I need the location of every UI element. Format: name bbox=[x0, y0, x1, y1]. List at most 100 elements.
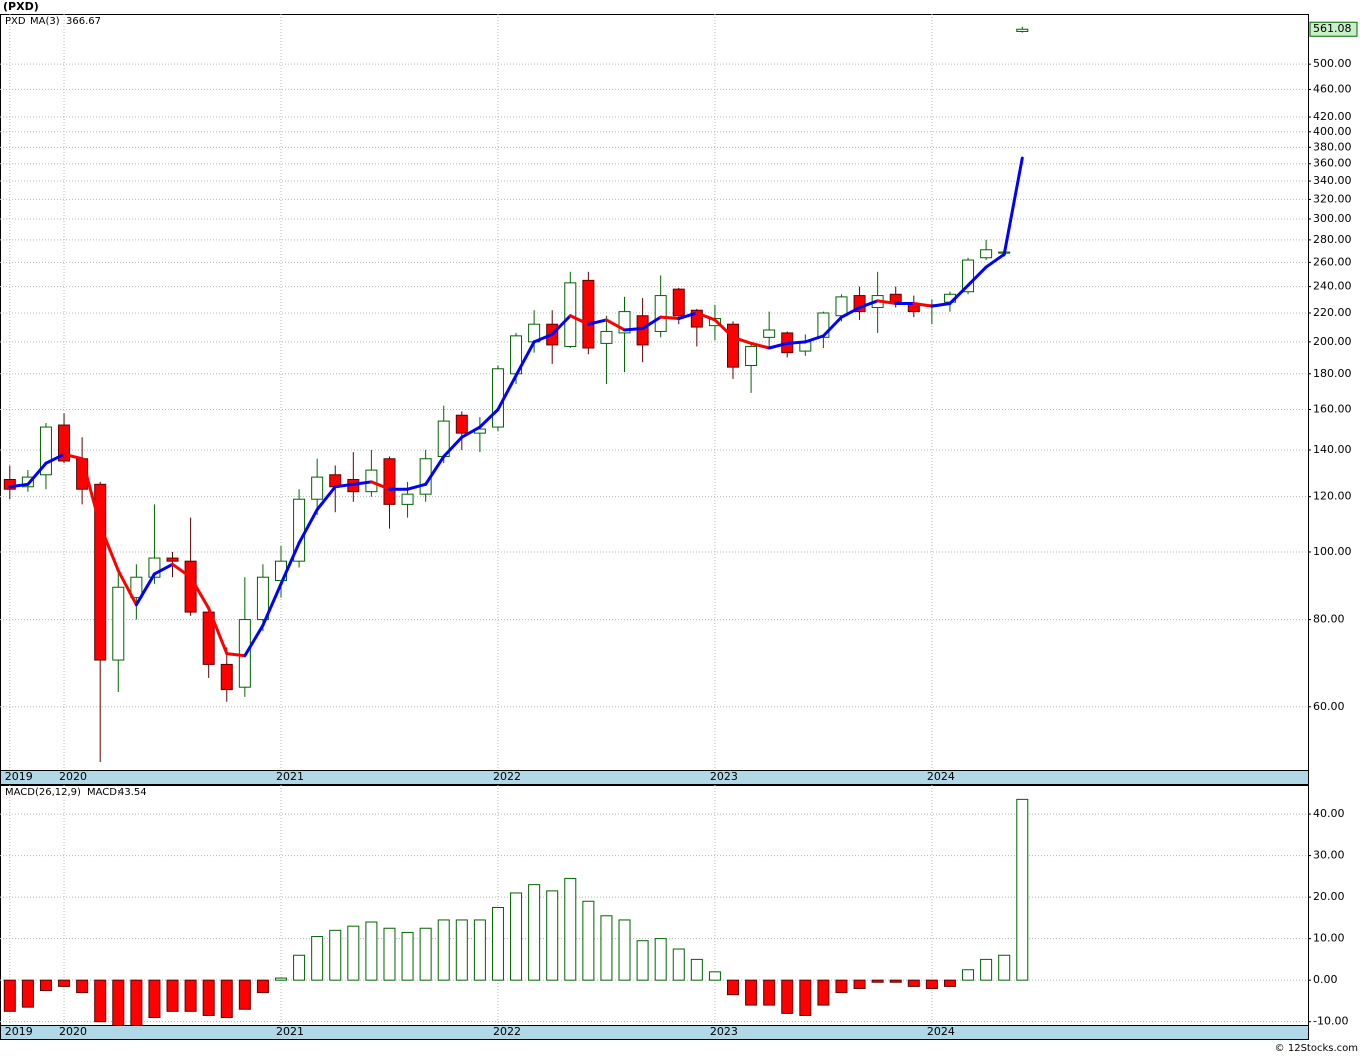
x-tick-label: 2023 bbox=[710, 1025, 738, 1038]
ma-line bbox=[568, 314, 590, 326]
price-panel bbox=[0, 14, 1309, 771]
bar bbox=[781, 979, 794, 1014]
bar bbox=[636, 940, 649, 981]
ma-line bbox=[803, 334, 825, 344]
bar bbox=[745, 979, 758, 1006]
y-tick-label: 420.00 bbox=[1313, 110, 1352, 123]
candle-body bbox=[835, 296, 848, 317]
bar bbox=[455, 919, 468, 981]
ma-line bbox=[930, 301, 952, 308]
ma-line bbox=[641, 315, 663, 331]
ma-line bbox=[623, 327, 645, 332]
ma-line bbox=[8, 482, 30, 489]
bar bbox=[690, 958, 703, 981]
y-tick-label: 380.00 bbox=[1313, 140, 1352, 153]
y-tick-label: 140.00 bbox=[1313, 443, 1352, 456]
ma-line bbox=[695, 311, 717, 322]
y-tick-label: 280.00 bbox=[1313, 233, 1352, 246]
ma-line bbox=[532, 332, 554, 344]
bar bbox=[473, 919, 486, 981]
bar bbox=[962, 969, 975, 981]
y-tick-label: 20.00 bbox=[1313, 890, 1345, 903]
bar bbox=[347, 925, 360, 981]
x-tick-label: 2020 bbox=[59, 770, 87, 783]
ma-line bbox=[858, 299, 880, 310]
bar bbox=[184, 979, 197, 1012]
bar bbox=[510, 892, 523, 981]
ma-line bbox=[659, 315, 681, 321]
bar bbox=[76, 979, 89, 994]
x-tick-label: 2021 bbox=[276, 1025, 304, 1038]
ma-line bbox=[839, 306, 862, 319]
bar bbox=[889, 979, 902, 983]
candle-body bbox=[311, 476, 324, 500]
ma-line bbox=[821, 315, 843, 338]
y-tick-label: 500.00 bbox=[1313, 57, 1352, 70]
y-tick-label: 200.00 bbox=[1313, 335, 1352, 348]
ma-line bbox=[279, 541, 301, 586]
y-tick-label: 100.00 bbox=[1313, 545, 1352, 558]
bar bbox=[419, 927, 432, 981]
candle-body bbox=[672, 288, 685, 317]
ma-line bbox=[948, 283, 970, 305]
x-tick-label: 2019 bbox=[5, 1025, 33, 1038]
candle-body bbox=[980, 249, 993, 259]
ma-line bbox=[1002, 156, 1024, 256]
bar bbox=[491, 906, 504, 981]
x-tick-label: 2024 bbox=[927, 1025, 955, 1038]
y-tick-label: 220.00 bbox=[1313, 306, 1352, 319]
ma-line bbox=[767, 341, 789, 350]
candle-body bbox=[3, 479, 16, 490]
y-tick-label: 180.00 bbox=[1313, 367, 1352, 380]
bar bbox=[166, 979, 179, 1012]
y-tick-label: 80.00 bbox=[1313, 613, 1345, 626]
bar bbox=[401, 931, 414, 981]
candle-body bbox=[148, 557, 161, 578]
bar bbox=[925, 979, 938, 989]
candle-body bbox=[166, 557, 179, 562]
bar bbox=[94, 979, 107, 1023]
candle-body bbox=[112, 586, 125, 661]
x-tick-label: 2021 bbox=[276, 770, 304, 783]
bar bbox=[220, 979, 233, 1019]
ma-line bbox=[586, 318, 608, 326]
ma-line bbox=[26, 461, 48, 486]
candle-body bbox=[21, 476, 34, 488]
y-tick-label: 320.00 bbox=[1313, 192, 1352, 205]
bar bbox=[763, 979, 776, 1006]
candle-body bbox=[220, 663, 233, 691]
credit: © 12Stocks.com bbox=[1275, 1043, 1358, 1054]
y-tick-label: 10.00 bbox=[1313, 932, 1345, 945]
ma-line bbox=[876, 299, 898, 305]
ma-line bbox=[225, 652, 247, 658]
y-tick-label: 340.00 bbox=[1313, 174, 1352, 187]
x-tick-label: 2024 bbox=[927, 770, 955, 783]
date-band bbox=[0, 770, 1309, 785]
y-tick-label: 160.00 bbox=[1313, 402, 1352, 415]
y-tick-label: -10.00 bbox=[1313, 1015, 1348, 1028]
legend-entry: MACD: bbox=[87, 787, 120, 798]
candle-body bbox=[654, 295, 667, 332]
date-band bbox=[0, 1025, 1309, 1040]
y-tick-label: 400.00 bbox=[1313, 125, 1352, 138]
ma-line bbox=[315, 485, 337, 512]
bar bbox=[293, 954, 306, 981]
candle-body bbox=[763, 329, 776, 338]
ma-line bbox=[424, 455, 446, 486]
candle-body bbox=[853, 295, 866, 313]
bar bbox=[600, 915, 613, 981]
bar bbox=[835, 979, 848, 994]
ma-line bbox=[966, 265, 988, 287]
ma-line bbox=[713, 318, 735, 339]
y-tick-label: 60.00 bbox=[1313, 700, 1345, 713]
bar bbox=[39, 979, 52, 992]
candle-body bbox=[94, 483, 107, 661]
ma-line bbox=[297, 508, 319, 545]
ma-line bbox=[984, 252, 1006, 269]
candle-body bbox=[491, 368, 504, 428]
ma-line bbox=[369, 480, 391, 491]
candle-body bbox=[962, 259, 975, 293]
ma-line bbox=[478, 407, 500, 429]
candle-body bbox=[256, 576, 269, 621]
candle-body bbox=[455, 414, 468, 434]
